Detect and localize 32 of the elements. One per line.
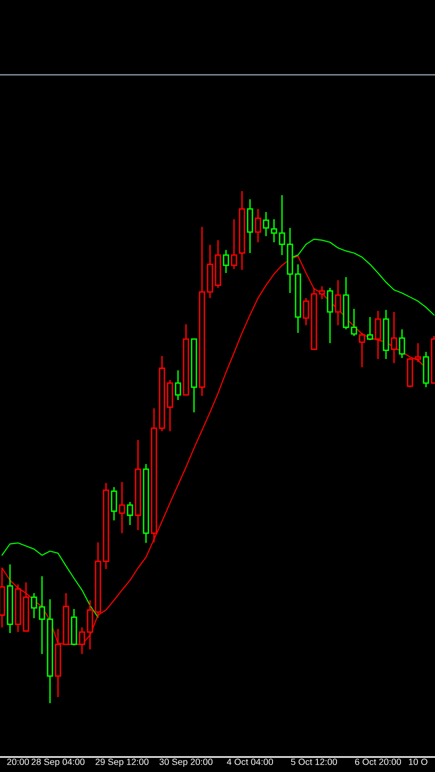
- candlestick: [230, 218, 238, 270]
- candlestick: [326, 287, 334, 344]
- candlestick: [350, 308, 358, 337]
- x-tick-label: 30 Sep 20:00: [159, 758, 213, 767]
- candlestick: [222, 249, 230, 274]
- candlestick: [302, 297, 310, 326]
- candlestick: [358, 332, 366, 368]
- candlestick: [334, 279, 342, 326]
- candlestick: [398, 328, 406, 359]
- candlestick: [118, 481, 126, 534]
- candlestick: [278, 194, 286, 256]
- x-tick-label: 20:00: [7, 758, 29, 766]
- candlestick: [38, 576, 46, 655]
- candlestick: [262, 211, 270, 237]
- x-tick-label: 6 Oct 20:00: [355, 758, 401, 766]
- candlestick: [174, 370, 182, 401]
- candlestick: [374, 310, 382, 360]
- candlestick: [414, 342, 422, 363]
- candlestick: [254, 208, 262, 243]
- x-tick-label: 5 Oct 12:00: [291, 758, 337, 766]
- x-tick-label: 10 O: [408, 758, 428, 766]
- x-tick-label: 28 Sep 04:00: [32, 758, 85, 767]
- candlestick: [30, 592, 38, 619]
- candlestick: [366, 316, 374, 341]
- candlestick: [390, 311, 398, 364]
- candlestick: [110, 486, 118, 522]
- candlestick: [246, 198, 254, 254]
- candlestick: [270, 218, 278, 243]
- x-tick-label: 4 Oct 04:00: [226, 758, 273, 766]
- candlestick: [126, 501, 134, 526]
- x-tick-label: 29 Sep 12:00: [96, 758, 149, 767]
- candlestick: [318, 286, 326, 300]
